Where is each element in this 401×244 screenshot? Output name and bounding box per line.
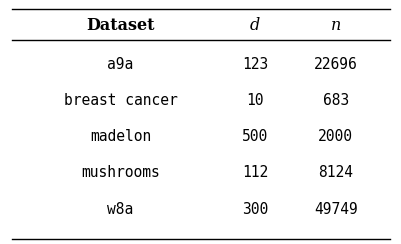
Text: 8124: 8124 [317, 165, 352, 181]
Text: d: d [249, 17, 260, 34]
Text: 683: 683 [322, 93, 348, 108]
Text: 49749: 49749 [313, 202, 356, 217]
Text: Dataset: Dataset [86, 17, 154, 34]
Text: w8a: w8a [107, 202, 134, 217]
Text: 22696: 22696 [313, 57, 356, 72]
Text: breast cancer: breast cancer [64, 93, 177, 108]
Text: mushrooms: mushrooms [81, 165, 160, 181]
Text: madelon: madelon [90, 129, 151, 144]
Text: 10: 10 [246, 93, 263, 108]
Text: 112: 112 [241, 165, 268, 181]
Text: 500: 500 [241, 129, 268, 144]
Text: 300: 300 [241, 202, 268, 217]
Text: a9a: a9a [107, 57, 134, 72]
Text: n: n [330, 17, 340, 34]
Text: 2000: 2000 [317, 129, 352, 144]
Text: 123: 123 [241, 57, 268, 72]
